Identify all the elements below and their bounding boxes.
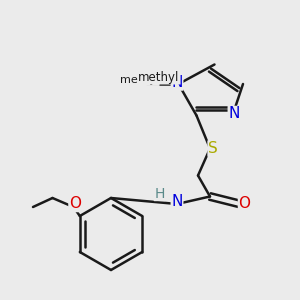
Text: methyl: methyl [138, 71, 180, 84]
Text: O: O [238, 196, 250, 211]
Text: S: S [208, 141, 218, 156]
Text: H: H [154, 187, 165, 200]
Text: methyl: methyl [120, 75, 159, 85]
Text: N: N [171, 194, 183, 209]
Text: N: N [228, 106, 240, 122]
Text: O: O [69, 196, 81, 211]
Text: N: N [171, 75, 183, 90]
